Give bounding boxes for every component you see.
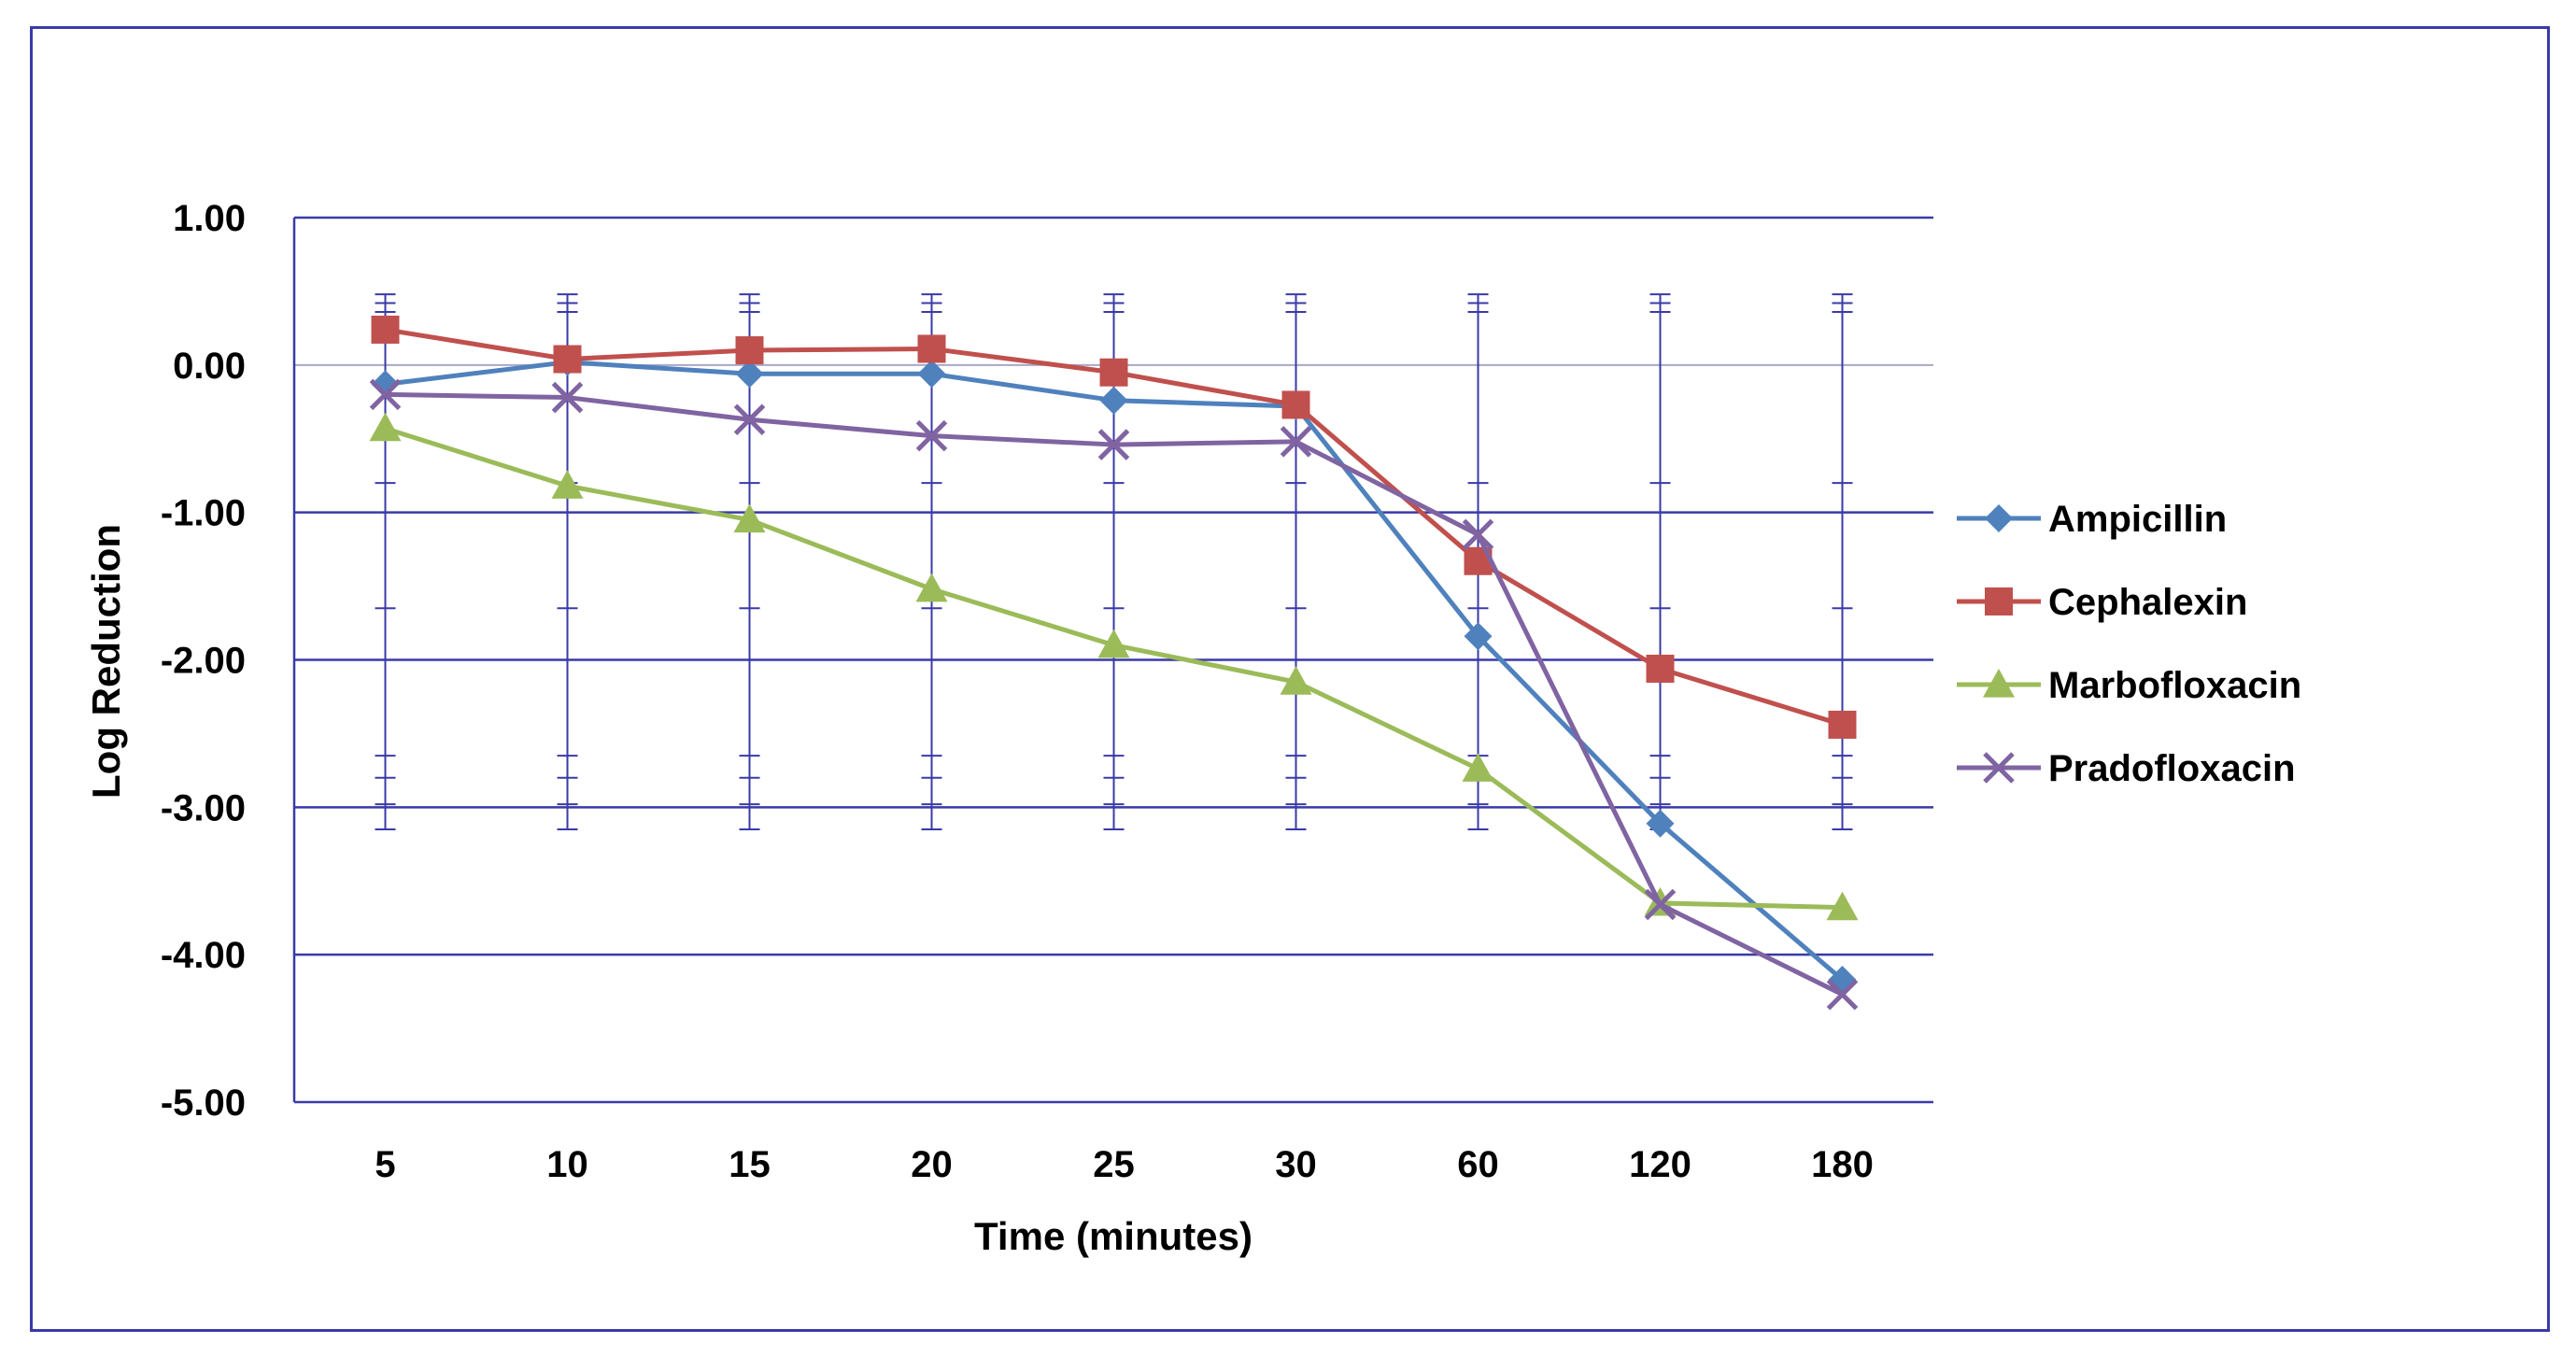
point-marbofloxacin-8 [1826, 891, 1859, 921]
point-cephalexin-0 [371, 315, 400, 344]
point-pradofloxacin-5 [1280, 426, 1312, 458]
series [369, 315, 1859, 1011]
legend-label-cephalexin: Cephalexin [2048, 582, 2247, 623]
y-tick-label-0: 1.00 [173, 198, 246, 239]
x-tick-label-3: 20 [911, 1144, 953, 1185]
point-pradofloxacin-1 [551, 381, 584, 414]
point-cephalexin-8 [1828, 710, 1857, 739]
legend-marker-pradofloxacin [1983, 752, 2015, 784]
y-tick-label-6: -5.00 [161, 1082, 246, 1124]
legend-marker-cephalexin [1985, 587, 2013, 615]
point-marbofloxacin-2 [733, 503, 766, 533]
point-cephalexin-2 [735, 336, 764, 365]
point-cephalexin-3 [917, 334, 946, 363]
point-marbofloxacin-4 [1097, 629, 1130, 658]
y-axis-label: Log Reduction [84, 524, 128, 799]
x-tick-label-6: 60 [1457, 1144, 1499, 1185]
legend-marker-pradofloxacin-b [1983, 752, 2015, 784]
axes: 1.00 0.00 -1.00 -2.00 -3.00 -4.00 -5.00 5 10 15 20… [161, 198, 1874, 1185]
point-marbofloxacin-1 [551, 470, 584, 499]
point-pradofloxacin-3 [915, 419, 948, 452]
x-tick-label-7: 120 [1629, 1144, 1691, 1185]
point-cephalexin-7 [1646, 654, 1675, 683]
point-ampicillin-6 [1464, 622, 1493, 651]
point-pradofloxacin-3-b [915, 419, 948, 452]
y-tick-label-4: -3.00 [161, 787, 246, 828]
point-cephalexin-5 [1281, 390, 1310, 419]
point-pradofloxacin-0-b [369, 378, 402, 411]
point-pradofloxacin-2 [733, 403, 766, 435]
point-pradofloxacin-7 [1644, 888, 1677, 921]
y-tick-label-1: 0.00 [173, 346, 246, 387]
point-ampicillin-4 [1099, 386, 1128, 415]
point-ampicillin-7 [1646, 809, 1675, 838]
point-cephalexin-1 [553, 345, 582, 374]
error-bars [375, 293, 1853, 831]
point-pradofloxacin-1-b [551, 381, 584, 414]
x-tick-label-4: 25 [1093, 1144, 1135, 1185]
point-marbofloxacin-6 [1462, 753, 1494, 782]
point-pradofloxacin-0 [369, 378, 402, 411]
point-pradofloxacin-5-b [1280, 426, 1312, 458]
x-axis-label: Time (minutes) [974, 1214, 1253, 1258]
legend-marker-marbofloxacin [1983, 669, 2015, 698]
x-tick-label-0: 5 [375, 1144, 395, 1185]
point-pradofloxacin-6-b [1462, 518, 1494, 551]
point-pradofloxacin-8-b [1826, 979, 1859, 1011]
legend-label-ampicillin: Ampicillin [2048, 499, 2227, 540]
point-cephalexin-4 [1099, 358, 1128, 387]
point-marbofloxacin-3 [915, 573, 948, 602]
point-pradofloxacin-2-b [733, 403, 766, 435]
legend: Ampicillin Cephalexin Marbofloxacin Pradofl… [1957, 499, 2301, 789]
point-marbofloxacin-0 [369, 412, 402, 442]
point-ampicillin-3 [917, 360, 946, 389]
point-ampicillin-0 [371, 370, 400, 399]
point-pradofloxacin-7-b [1644, 888, 1677, 921]
point-pradofloxacin-8 [1826, 979, 1859, 1011]
y-tick-label-5: -4.00 [161, 935, 246, 976]
x-tick-label-1: 10 [546, 1144, 588, 1185]
point-ampicillin-2 [735, 360, 764, 389]
legend-label-marbofloxacin: Marbofloxacin [2048, 665, 2301, 706]
point-pradofloxacin-6 [1462, 518, 1494, 551]
y-tick-label-2: -1.00 [161, 493, 246, 534]
point-marbofloxacin-5 [1280, 666, 1312, 695]
point-pradofloxacin-4-b [1097, 429, 1130, 460]
x-tick-label-2: 15 [729, 1144, 771, 1185]
x-tick-label-8: 180 [1811, 1144, 1874, 1185]
y-tick-label-3: -2.00 [161, 641, 246, 682]
legend-label-pradofloxacin: Pradofloxacin [2048, 748, 2296, 789]
point-pradofloxacin-4 [1097, 429, 1130, 460]
x-tick-label-5: 30 [1275, 1144, 1317, 1185]
legend-marker-ampicillin [1985, 504, 2013, 532]
